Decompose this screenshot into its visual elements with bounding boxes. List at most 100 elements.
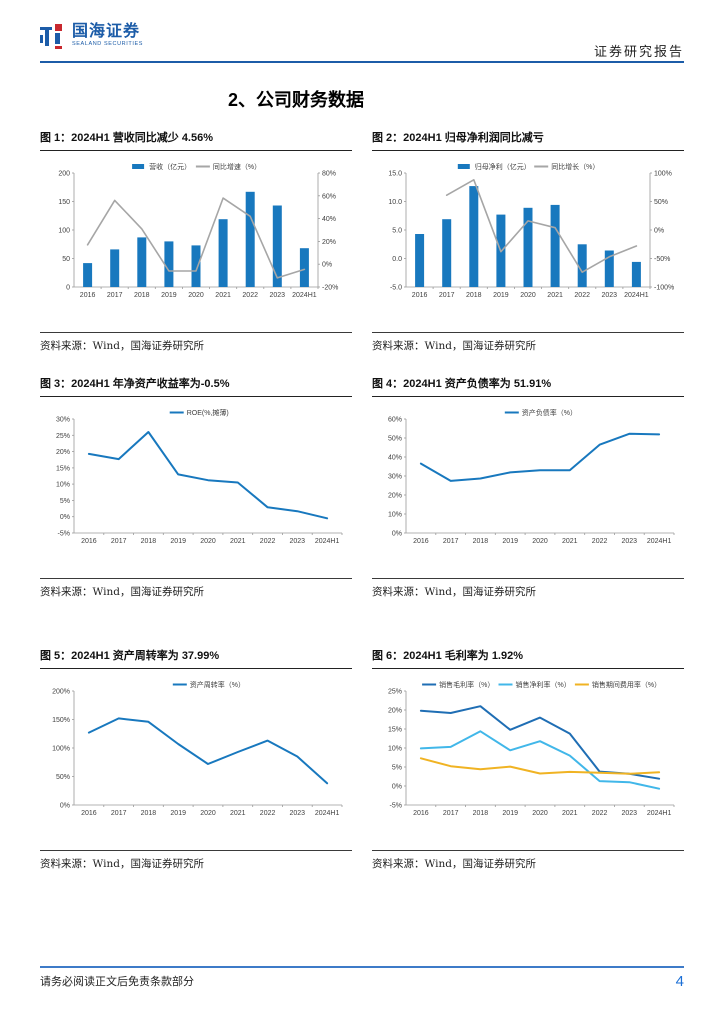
svg-text:30%: 30% <box>388 474 402 481</box>
svg-text:2022: 2022 <box>592 538 608 545</box>
svg-text:2023: 2023 <box>622 538 638 545</box>
svg-text:2024H1: 2024H1 <box>315 538 340 545</box>
svg-text:2020: 2020 <box>532 538 548 545</box>
svg-text:5%: 5% <box>392 765 402 772</box>
svg-text:-100%: -100% <box>654 285 674 292</box>
page-number: 4 <box>675 973 684 990</box>
figure-1-title: 图 1：2024H1 营收同比减少 4.56% <box>40 129 352 151</box>
figure-4-source: 资料来源：Wind，国海证券研究所 <box>372 578 684 599</box>
figure-4: 图 4：2024H1 资产负债率为 51.91% 0% 10% 20% 30% 40% 5… <box>372 375 684 599</box>
header-divider <box>40 61 684 63</box>
svg-text:2024H1: 2024H1 <box>315 810 340 817</box>
svg-text:0%: 0% <box>392 531 402 538</box>
svg-text:15.0: 15.0 <box>388 171 402 178</box>
svg-text:2019: 2019 <box>502 810 518 817</box>
figure-1: 图 1：2024H1 营收同比减少 4.56% 0 50 100 150 200 -20%… <box>40 129 352 353</box>
svg-text:60%: 60% <box>388 417 402 424</box>
svg-text:2024H1: 2024H1 <box>647 810 672 817</box>
svg-text:销售净利率（%）: 销售净利率（%） <box>516 680 571 689</box>
footer-divider <box>40 966 684 968</box>
figure-3-title: 图 3：2024H1 年净资产收益率为-0.5% <box>40 375 352 397</box>
svg-text:2023: 2023 <box>270 292 286 299</box>
figures-row-2: 图 3：2024H1 年净资产收益率为-0.5% -5% 0% 5% 10% 15% 20… <box>40 375 684 599</box>
svg-text:-5%: -5% <box>58 531 70 538</box>
svg-text:0%: 0% <box>60 803 70 810</box>
brand-subtitle: SEALAND SECURITIES <box>72 41 144 47</box>
svg-text:0%: 0% <box>60 514 70 521</box>
svg-text:2022: 2022 <box>260 810 276 817</box>
sealand-logo-icon <box>40 24 66 57</box>
svg-text:25%: 25% <box>56 433 70 440</box>
svg-text:2020: 2020 <box>200 810 216 817</box>
figure-2: 图 2：2024H1 归母净利润同比减亏 -5.0 0.0 5.0 10.0 15.0-… <box>372 129 684 353</box>
svg-text:2019: 2019 <box>493 292 509 299</box>
svg-text:10%: 10% <box>56 482 70 489</box>
svg-text:销售毛利率（%）: 销售毛利率（%） <box>439 680 494 689</box>
svg-text:50%: 50% <box>388 436 402 443</box>
svg-text:2024H1: 2024H1 <box>624 292 649 299</box>
svg-text:5%: 5% <box>60 498 70 505</box>
svg-text:40%: 40% <box>322 216 336 223</box>
svg-text:2022: 2022 <box>574 292 590 299</box>
svg-text:2021: 2021 <box>547 292 563 299</box>
svg-text:2019: 2019 <box>502 538 518 545</box>
section-title: 2、公司财务数据 <box>228 90 365 110</box>
svg-text:2017: 2017 <box>111 538 127 545</box>
svg-text:2018: 2018 <box>466 292 482 299</box>
svg-text:2016: 2016 <box>413 810 429 817</box>
figure-1-source: 资料来源：Wind，国海证券研究所 <box>40 332 352 353</box>
svg-text:2016: 2016 <box>413 538 429 545</box>
svg-text:2023: 2023 <box>290 538 306 545</box>
svg-text:资产负债率（%）: 资产负债率（%） <box>522 408 577 417</box>
figure-6-chart: -5% 0% 5% 10% 15% 20% 25% 2016 2017 2018 2019 2020 2… <box>372 669 684 850</box>
svg-text:2024H1: 2024H1 <box>292 292 317 299</box>
svg-text:80%: 80% <box>322 171 336 178</box>
svg-text:2016: 2016 <box>81 810 97 817</box>
svg-text:20%: 20% <box>388 493 402 500</box>
svg-text:0.0: 0.0 <box>392 256 402 263</box>
svg-text:50%: 50% <box>56 774 70 781</box>
brand-name: 国海证券 <box>72 23 141 40</box>
page-footer: 请务必阅读正文后免责条款部分 4 <box>40 973 684 990</box>
svg-text:2021: 2021 <box>562 538 578 545</box>
svg-text:15%: 15% <box>388 727 402 734</box>
svg-text:2016: 2016 <box>80 292 96 299</box>
svg-text:0%: 0% <box>322 262 332 269</box>
svg-text:40%: 40% <box>388 455 402 462</box>
svg-text:2017: 2017 <box>107 292 123 299</box>
svg-text:100%: 100% <box>654 171 672 178</box>
svg-text:-5%: -5% <box>390 803 402 810</box>
svg-text:50%: 50% <box>654 199 668 206</box>
svg-text:2021: 2021 <box>230 538 246 545</box>
svg-text:20%: 20% <box>56 449 70 456</box>
figure-4-title: 图 4：2024H1 资产负债率为 51.91% <box>372 375 684 397</box>
figure-3-source: 资料来源：Wind，国海证券研究所 <box>40 578 352 599</box>
svg-text:归母净利（亿元）: 归母净利（亿元） <box>475 162 531 171</box>
svg-text:2022: 2022 <box>242 292 258 299</box>
svg-text:2016: 2016 <box>81 538 97 545</box>
figure-3: 图 3：2024H1 年净资产收益率为-0.5% -5% 0% 5% 10% 15% 20… <box>40 375 352 599</box>
svg-text:150: 150 <box>58 199 70 206</box>
svg-text:50: 50 <box>62 256 70 263</box>
svg-text:2022: 2022 <box>260 538 276 545</box>
svg-text:2020: 2020 <box>188 292 204 299</box>
svg-text:10%: 10% <box>388 746 402 753</box>
page-header: 国海证券 SEALAND SECURITIES 证券研究报告 <box>40 24 684 60</box>
svg-text:5.0: 5.0 <box>392 228 402 235</box>
figure-5-source: 资料来源：Wind，国海证券研究所 <box>40 850 352 871</box>
svg-text:2021: 2021 <box>215 292 231 299</box>
figure-5: 图 5：2024H1 资产周转率为 37.99% 0% 50% 100% 150% 20… <box>40 647 352 871</box>
svg-text:资产周转率（%）: 资产周转率（%） <box>190 680 245 689</box>
svg-text:2016: 2016 <box>412 292 428 299</box>
svg-text:25%: 25% <box>388 689 402 696</box>
figure-2-source: 资料来源：Wind，国海证券研究所 <box>372 332 684 353</box>
figure-6-source: 资料来源：Wind，国海证券研究所 <box>372 850 684 871</box>
asset-turnover-line-chart: 0% 50% 100% 150% 200% 2016 2017 2018 2019 2020 202… <box>52 680 343 817</box>
figure-5-chart: 0% 50% 100% 150% 200% 2016 2017 2018 2019 2020 202… <box>40 669 352 850</box>
svg-text:同比增长（%）: 同比增长（%） <box>551 162 599 171</box>
svg-text:0: 0 <box>66 285 70 292</box>
svg-text:2017: 2017 <box>439 292 455 299</box>
svg-text:2018: 2018 <box>473 538 489 545</box>
svg-text:60%: 60% <box>322 193 336 200</box>
figure-3-chart: -5% 0% 5% 10% 15% 20% 25% 30% 2016 2017 2018 2019 20… <box>40 397 352 578</box>
